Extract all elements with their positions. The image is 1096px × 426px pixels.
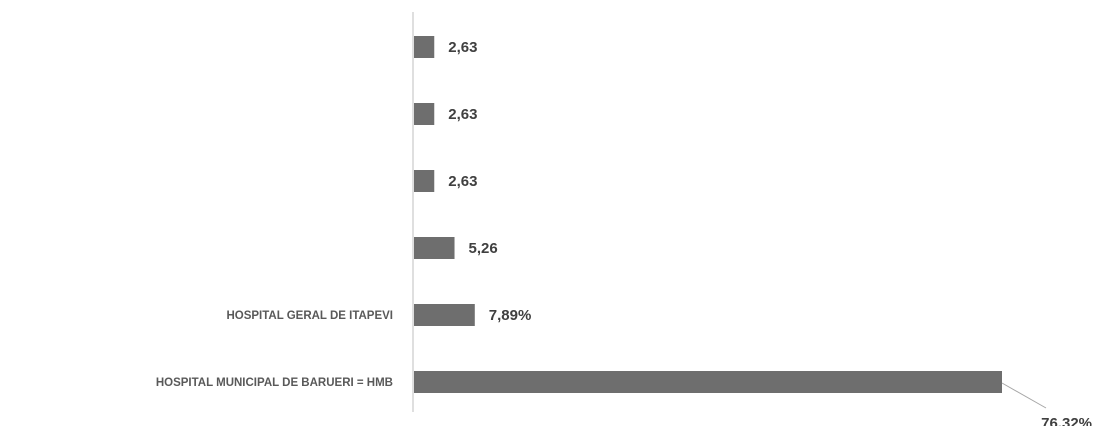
data-label-3: 5,26 xyxy=(469,240,498,257)
data-label-2: 2,63 xyxy=(448,173,477,190)
data-label-1: 2,63 xyxy=(448,106,477,123)
bar-3 xyxy=(414,237,455,259)
bars-group xyxy=(414,36,1002,393)
bar-4 xyxy=(414,304,475,326)
bar-0 xyxy=(414,36,435,58)
data-label-0: 2,63 xyxy=(448,39,477,56)
category-label-5: HOSPITAL MUNICIPAL DE BARUERI = HMB xyxy=(156,377,393,389)
data-label-5: 76,32% xyxy=(1041,415,1092,426)
data-labels-group: 2,63 2,63 2,63 5,26 7,89% 76,32% xyxy=(448,39,1092,426)
bar-5 xyxy=(414,371,1002,393)
leader-line-5 xyxy=(1001,382,1047,409)
category-label-4: HOSPITAL GERAL DE ITAPEVI xyxy=(226,310,393,322)
data-label-4: 7,89% xyxy=(489,307,532,324)
leader-lines-group xyxy=(1001,382,1047,409)
bar-1 xyxy=(414,103,435,125)
category-labels-group: HOSPITAL GERAL DE ITAPEVI HOSPITAL MUNICI… xyxy=(156,310,393,389)
bar-2 xyxy=(414,170,435,192)
